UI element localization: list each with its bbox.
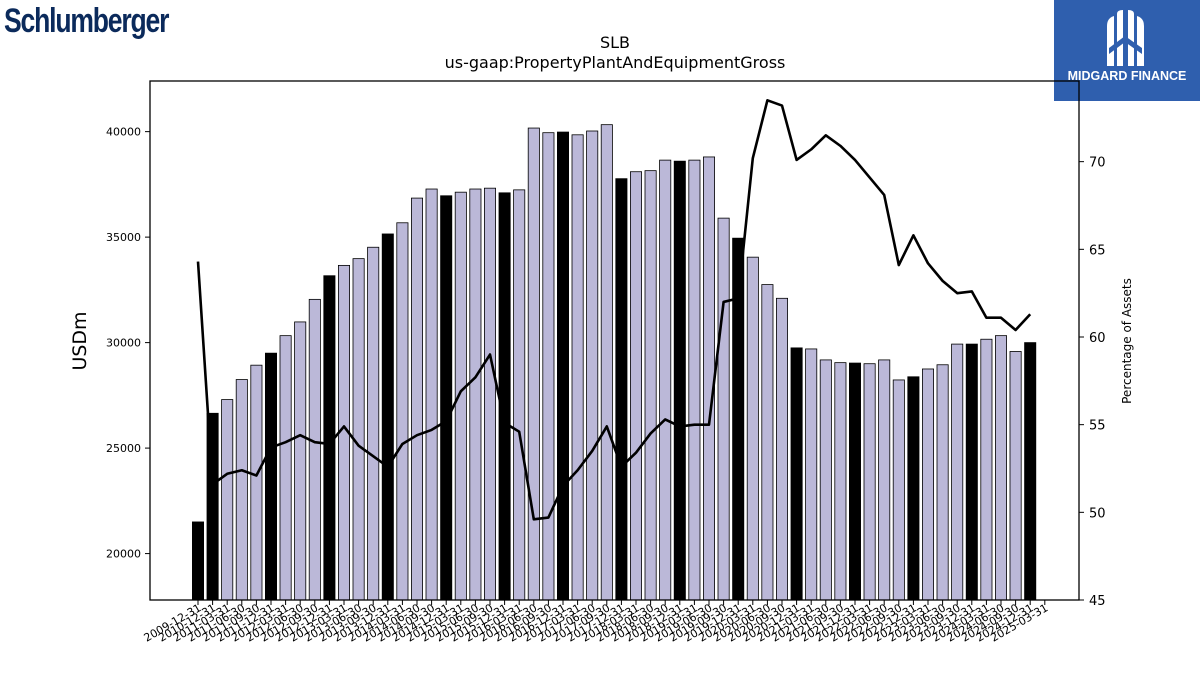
bar-2014-09-30 xyxy=(425,188,438,601)
bar-2012-09-30 xyxy=(308,298,321,601)
bar-2013-09-30 xyxy=(367,246,380,601)
bar-2021-09-30 xyxy=(834,362,847,601)
bar-2022-03-31 xyxy=(863,363,876,601)
bar-2020-09-30 xyxy=(776,297,789,601)
bar-2013-12-31 xyxy=(381,233,394,601)
bar-2020-06-30 xyxy=(761,284,774,601)
bar-2021-03-31 xyxy=(805,348,818,601)
y-tick-label: 20000 xyxy=(106,548,141,561)
axes: 2000025000300003500040000455055606570200… xyxy=(106,80,1106,645)
bar-2012-03-31 xyxy=(279,335,292,601)
bar-2011-03-31 xyxy=(221,399,234,601)
bar-2018-09-30 xyxy=(659,159,672,601)
y2-tick-label: 60 xyxy=(1089,331,1106,346)
y-tick-label: 30000 xyxy=(106,337,141,350)
bar-2023-06-30 xyxy=(936,364,949,601)
y-tick-label: 25000 xyxy=(106,442,141,455)
bar-2018-12-31 xyxy=(673,160,686,601)
bar-2024-09-30 xyxy=(1009,351,1022,601)
bar-2022-12-31 xyxy=(907,376,920,601)
bar-2016-12-31 xyxy=(557,131,570,601)
y-axis-label: USDm xyxy=(69,311,91,370)
bar-2017-03-31 xyxy=(571,134,584,601)
bar-2021-06-30 xyxy=(819,359,832,601)
bar-2009-12-31 xyxy=(191,521,204,601)
bar-2015-03-31 xyxy=(454,191,467,601)
y2-tick-label: 65 xyxy=(1089,243,1106,258)
bar-series xyxy=(191,124,1037,601)
bar-2013-06-30 xyxy=(352,258,365,601)
brand-name: MIDGARD FINANCE xyxy=(1067,69,1187,83)
bar-2011-06-30 xyxy=(235,379,248,601)
y2-tick-label: 45 xyxy=(1089,594,1106,609)
bar-2018-06-30 xyxy=(644,170,657,601)
bar-2011-12-31 xyxy=(264,352,277,601)
bar-2020-12-31 xyxy=(790,347,803,601)
bar-2011-09-30 xyxy=(250,364,263,601)
y2-tick-label: 50 xyxy=(1089,506,1106,521)
y-tick-label: 35000 xyxy=(106,231,141,244)
y2-axis-label: Percentage of Assets xyxy=(1120,278,1134,404)
plot-frame xyxy=(149,80,1080,601)
y2-tick-label: 55 xyxy=(1089,419,1106,434)
bar-2014-12-31 xyxy=(440,195,453,601)
bar-2019-06-30 xyxy=(703,156,716,601)
bar-2019-03-31 xyxy=(688,159,701,601)
bar-2023-03-31 xyxy=(922,368,935,601)
midgard-m-icon xyxy=(1107,10,1144,66)
bar-2017-06-30 xyxy=(586,130,599,601)
bar-2024-12-31 xyxy=(1024,342,1037,601)
bar-2016-06-30 xyxy=(527,127,540,601)
bar-2018-03-31 xyxy=(630,171,643,601)
bar-2015-12-31 xyxy=(498,192,511,601)
bar-2024-06-30 xyxy=(995,335,1008,601)
bar-2017-09-30 xyxy=(600,124,613,601)
bar-2019-09-30 xyxy=(717,217,730,601)
percentage-of-assets-line xyxy=(196,98,1032,521)
y-tick-label: 40000 xyxy=(106,126,141,139)
bar-2020-03-31 xyxy=(746,256,759,601)
schlumberger-logo: Schlumberger xyxy=(4,2,169,40)
bar-2017-12-31 xyxy=(615,178,628,601)
bar-2022-06-30 xyxy=(878,359,891,601)
bar-2014-06-30 xyxy=(410,197,423,601)
bar-2016-09-30 xyxy=(542,132,555,601)
y2-tick-label: 70 xyxy=(1089,156,1106,171)
bar-2022-09-30 xyxy=(892,379,905,601)
chart-subtitle: us-gaap:PropertyPlantAndEquipmentGross xyxy=(445,53,786,72)
bar-2015-06-30 xyxy=(469,188,482,601)
bar-2016-03-31 xyxy=(513,189,526,601)
bar-2024-03-31 xyxy=(980,338,993,601)
chart-title: SLB xyxy=(600,33,630,52)
bar-2023-09-30 xyxy=(951,343,964,601)
midgard-finance-logo: MIDGARD FINANCE xyxy=(1054,0,1200,101)
bar-2023-12-31 xyxy=(965,343,978,601)
bar-2021-12-31 xyxy=(849,362,862,601)
line-series xyxy=(196,98,1032,521)
bar-2012-06-30 xyxy=(294,321,307,601)
bar-2014-03-31 xyxy=(396,222,409,601)
bar-2015-09-30 xyxy=(483,187,496,601)
